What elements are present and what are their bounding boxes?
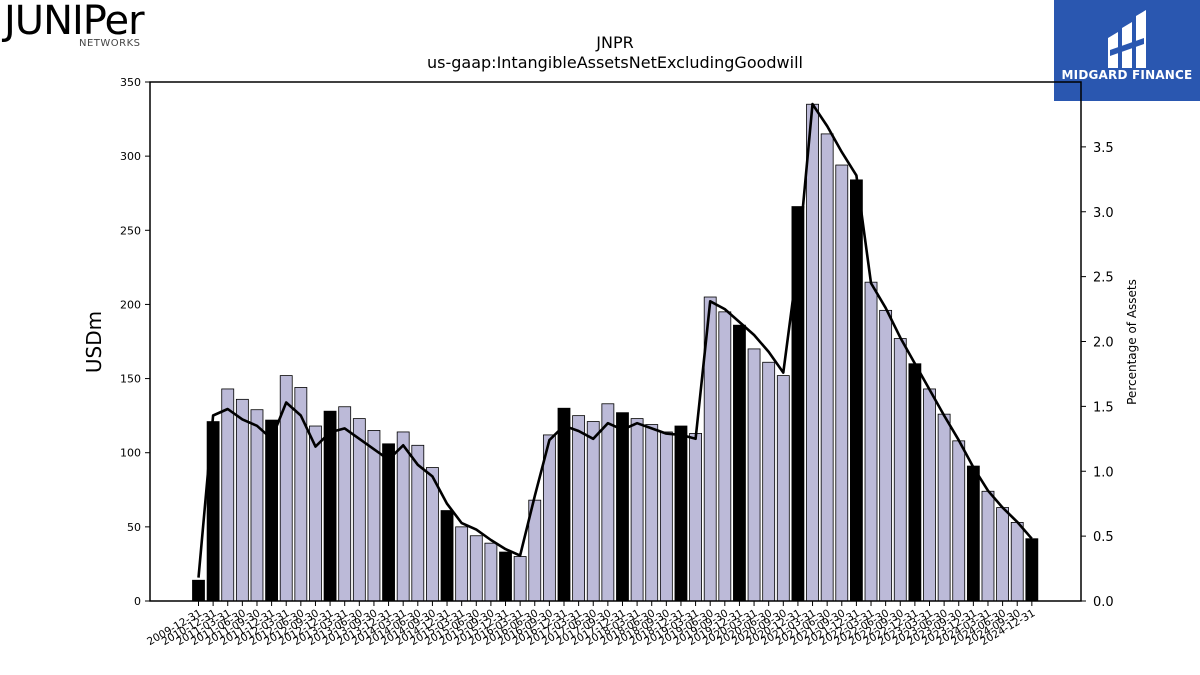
midgard-logo-icon	[1108, 10, 1146, 68]
y2-tick-label: 3.0	[1093, 206, 1114, 221]
bar	[235, 398, 249, 602]
bar	[1010, 522, 1024, 602]
bar	[616, 412, 629, 602]
bar	[850, 179, 863, 602]
bar	[396, 431, 410, 602]
bar	[426, 467, 439, 602]
bar	[733, 324, 746, 602]
midgard-finance-logo: MIDGARD FINANCE	[1054, 0, 1200, 101]
juniper-logo: JUNIPer NETWORKS	[4, 0, 164, 50]
y-tick-label: 200	[120, 298, 141, 311]
bar	[923, 388, 936, 602]
bar	[747, 348, 761, 602]
bar	[835, 164, 849, 602]
y2-tick-label: 0.5	[1093, 530, 1114, 545]
bar	[499, 551, 512, 602]
bar	[908, 363, 922, 602]
bar	[937, 413, 951, 602]
y-tick-label: 0	[134, 595, 141, 608]
bar	[352, 418, 366, 602]
bar	[674, 425, 688, 602]
bar	[645, 424, 659, 602]
bar	[689, 433, 702, 602]
bar	[718, 311, 732, 602]
midgard-logo-text: MIDGARD FINANCE	[1061, 68, 1193, 82]
y2-tick-label: 3.5	[1093, 141, 1114, 156]
bar	[893, 338, 907, 602]
bar	[981, 490, 995, 602]
y2-axis-label: Percentage of Assets	[1125, 279, 1139, 405]
bar	[250, 409, 264, 602]
bar	[513, 556, 527, 602]
bar	[294, 387, 308, 602]
y2-tick-label: 2.0	[1093, 336, 1114, 351]
y-tick-label: 150	[120, 373, 141, 386]
bar	[484, 542, 498, 602]
bar	[382, 443, 395, 602]
bar	[952, 440, 966, 602]
bar	[323, 410, 337, 602]
bar	[338, 406, 352, 602]
bar	[586, 421, 600, 602]
bar	[601, 403, 615, 602]
bar	[806, 103, 819, 602]
plot-area: 0 50 100 150 200 250 300 350 0.0 0.5 1.0 1.5 2.0 2.5 3…	[120, 76, 1114, 648]
bar	[440, 510, 454, 602]
bar	[557, 407, 571, 602]
bar	[309, 425, 322, 602]
y-tick-label: 350	[120, 76, 141, 89]
bar	[455, 526, 469, 602]
bar	[265, 419, 279, 602]
juniper-logo-subtitle: NETWORKS	[79, 38, 141, 49]
y-tick-label: 50	[127, 521, 141, 534]
bar	[367, 430, 381, 602]
y2-tick-label: 0.0	[1093, 595, 1114, 610]
y-tick-label: 300	[120, 150, 141, 163]
bar	[966, 465, 980, 602]
percentage-line	[197, 102, 1033, 578]
y2-tick-label: 1.0	[1093, 465, 1114, 480]
bar	[864, 281, 878, 602]
bar	[221, 388, 235, 602]
y-tick-label: 250	[120, 224, 141, 237]
y2-tick-label: 2.5	[1093, 271, 1114, 286]
y-tick-label: 100	[120, 447, 141, 460]
bar	[820, 133, 834, 602]
bar	[630, 418, 644, 602]
y-axis-label: USDm	[82, 311, 106, 373]
bar	[762, 361, 776, 602]
chart-subtitle: us-gaap:IntangibleAssetsNetExcludingGood…	[427, 53, 803, 72]
bar	[469, 535, 483, 602]
bar	[659, 431, 673, 602]
chart-title: JNPR	[595, 33, 633, 52]
juniper-logo-wordmark: JUNIPer	[4, 0, 145, 44]
bar	[879, 309, 893, 602]
bar	[1025, 538, 1039, 602]
bar	[572, 415, 586, 602]
bar	[996, 507, 1009, 602]
bar	[192, 579, 205, 602]
y2-tick-label: 1.5	[1093, 400, 1114, 415]
bar	[776, 375, 790, 602]
